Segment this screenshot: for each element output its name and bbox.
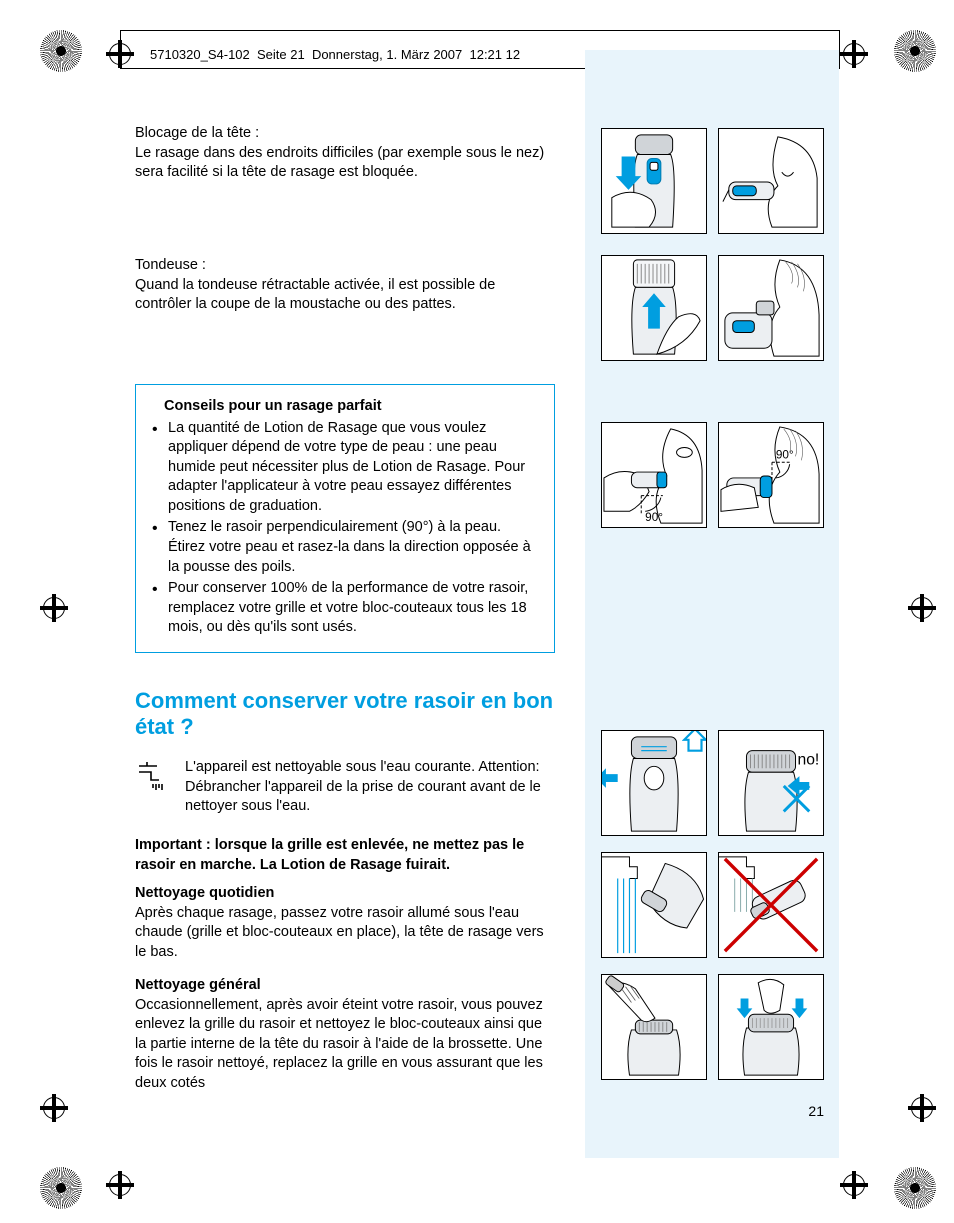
illus-trimmer-sideburn — [718, 255, 824, 361]
general-cleaning: Nettoyage général Occasionnellement, apr… — [135, 976, 555, 1093]
regmark-cross — [840, 40, 868, 68]
regmark-cross — [840, 1171, 868, 1199]
regmark-cross — [908, 594, 936, 622]
illus-headlock-front — [601, 128, 707, 234]
header-left: 5710320_S4-102 Seite 21 Donnerstag, 1. M… — [150, 47, 520, 62]
illus-clean-eject — [601, 730, 707, 836]
regmark-cross — [40, 1094, 68, 1122]
heading-maintain: Comment conserver votre rasoir en bon ét… — [135, 688, 555, 741]
lock-title: Blocage de la tête : — [135, 125, 259, 141]
illus-trimmer-slide — [601, 255, 707, 361]
header-date: Donnerstag, 1. März 2007 — [312, 47, 462, 62]
angle-label: 90° — [645, 511, 663, 524]
illus-angle-right: 90° — [718, 422, 824, 528]
regmark-sunburst — [894, 1167, 936, 1209]
regmark-cross — [106, 1171, 134, 1199]
illus-clean-click-foil — [718, 974, 824, 1080]
regmark-cross — [40, 594, 68, 622]
regmark-sunburst — [40, 30, 82, 72]
regmark-sunburst — [894, 30, 936, 72]
general-h: Nettoyage général — [135, 977, 261, 993]
tips-list: La quantité de Lotion de Rasage que vous… — [150, 419, 540, 638]
page-number: 21 — [808, 1103, 824, 1119]
section-trimmer: Tondeuse : Quand la tondeuse rétractable… — [135, 256, 555, 315]
no-label: no! — [797, 751, 819, 768]
illus-clean-wrong — [718, 852, 824, 958]
tap-text: L'appareil est nettoyable sous l'eau cou… — [185, 758, 555, 817]
regmark-sunburst — [40, 1167, 82, 1209]
angle-label: 90° — [776, 448, 794, 461]
header-filename: 5710320_S4-102 — [150, 47, 250, 62]
tap-row: L'appareil est nettoyable sous l'eau cou… — [135, 758, 555, 817]
illus-angle-left: 90° — [601, 422, 707, 528]
trim-body: Quand la tondeuse rétractable activée, i… — [135, 277, 495, 313]
tips-item: Tenez le rasoir perpendiculairement (90°… — [150, 518, 540, 577]
illus-clean-no: no! — [718, 730, 824, 836]
tips-box: Conseils pour un rasage parfait La quant… — [135, 384, 555, 653]
illus-clean-brush — [601, 974, 707, 1080]
trim-title: Tondeuse : — [135, 257, 206, 273]
header-time: 12:21 12 — [469, 47, 520, 62]
tips-item: Pour conserver 100% de la performance de… — [150, 579, 540, 638]
tips-title: Conseils pour un rasage parfait — [164, 397, 540, 417]
section-head-lock: Blocage de la tête : Le rasage dans des … — [135, 124, 555, 183]
illus-clean-rinse — [601, 852, 707, 958]
tips-item: La quantité de Lotion de Rasage que vous… — [150, 419, 540, 517]
important-note: Important : lorsque la grille est enlevé… — [135, 836, 555, 875]
illus-headlock-undernose — [718, 128, 824, 234]
daily-cleaning: Nettoyage quotidien Après chaque rasage,… — [135, 884, 555, 962]
daily-body: Après chaque rasage, passez votre rasoir… — [135, 905, 544, 960]
lock-body: Le rasage dans des endroits difficiles (… — [135, 145, 544, 181]
page-root: 5710320_S4-102 Seite 21 Donnerstag, 1. M… — [0, 0, 954, 1223]
regmark-cross — [908, 1094, 936, 1122]
daily-h: Nettoyage quotidien — [135, 885, 274, 901]
header-page: Seite 21 — [257, 47, 305, 62]
tap-icon — [135, 758, 175, 803]
general-body: Occasionnellement, après avoir éteint vo… — [135, 997, 543, 1091]
